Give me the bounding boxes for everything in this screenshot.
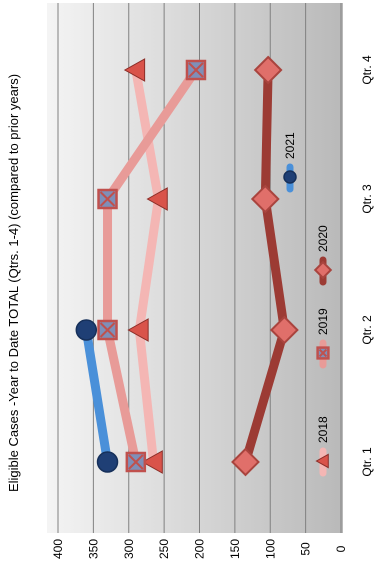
y-tick-labels: 0 50 100 150 200 250 300 350 400 <box>51 539 348 559</box>
triangle-marker <box>127 318 149 342</box>
value-tick-label: 400 <box>51 539 65 559</box>
chart-title: Eligible Cases -Year to Date TOTAL (Qtrs… <box>6 74 21 492</box>
series-markers <box>75 55 299 477</box>
category-tick-label: Qtr. 2 <box>360 315 374 345</box>
series-line <box>240 65 289 467</box>
triangle-marker <box>315 453 329 469</box>
category-tick-label: Qtr. 4 <box>360 55 374 85</box>
value-tick-label: 0 <box>334 545 348 552</box>
series-lines <box>81 65 289 467</box>
circle-marker <box>75 319 98 341</box>
plot-area <box>47 3 343 533</box>
value-tick-label: 150 <box>228 539 242 559</box>
circle-marker <box>96 451 119 473</box>
x-tick-labels: Qtr. 1 Qtr. 2 Qtr. 3 Qtr. 4 <box>360 55 374 477</box>
legend-label: 2021 <box>283 132 297 159</box>
circle-marker <box>283 170 297 184</box>
diamond-marker <box>269 315 299 345</box>
value-tick-label: 300 <box>122 539 136 559</box>
legend-label: 2019 <box>316 308 330 335</box>
box-marker-cross <box>99 191 116 207</box>
legend-label: 2020 <box>316 225 330 252</box>
category-tick-label: Qtr. 1 <box>360 447 374 477</box>
box-marker-cross <box>188 62 204 78</box>
legend: 2018 2019 2020 2021 <box>283 132 333 477</box>
diamond-marker <box>253 55 283 85</box>
legend-label: 2018 <box>316 416 330 443</box>
series-line <box>81 325 113 467</box>
triangle-marker <box>123 58 146 82</box>
series-line <box>103 65 201 467</box>
plot-area-group <box>47 3 343 533</box>
value-tick-label: 350 <box>86 539 100 559</box>
diamond-marker <box>231 447 260 477</box>
box-marker-cross <box>99 322 116 338</box>
box-marker-cross <box>318 348 328 358</box>
triangle-marker <box>141 450 163 474</box>
category-tick-label: Qtr. 3 <box>360 184 374 214</box>
diamond-marker <box>313 260 333 280</box>
value-tick-label: 250 <box>157 539 171 559</box>
box-marker-cross <box>128 454 144 470</box>
value-tick-label: 200 <box>193 539 207 559</box>
diamond-marker <box>250 184 280 214</box>
value-tick-label: 50 <box>299 542 313 556</box>
triangle-marker <box>146 187 168 211</box>
value-tick-label: 100 <box>263 539 277 559</box>
